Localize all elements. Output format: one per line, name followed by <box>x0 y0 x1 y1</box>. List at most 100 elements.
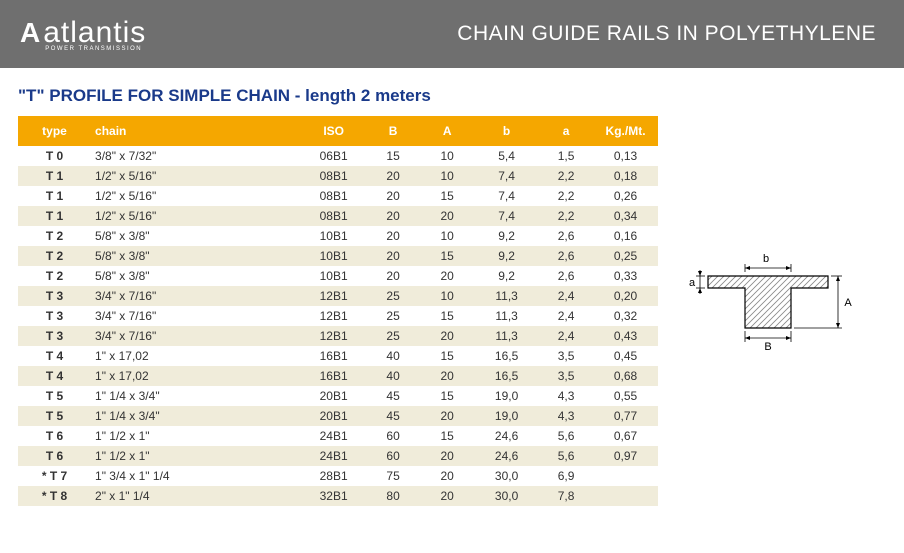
table-cell: 28B1 <box>301 466 366 486</box>
table-cell: 0,18 <box>593 166 658 186</box>
table-cell: 3/8" x 7/32" <box>85 146 301 166</box>
table-cell: T 6 <box>18 446 85 466</box>
table-cell: 3/4" x 7/16" <box>85 286 301 306</box>
table-cell: 1,5 <box>539 146 593 166</box>
table-cell: 7,4 <box>474 206 539 226</box>
table-cell: 60 <box>366 446 420 466</box>
table-cell <box>593 486 658 506</box>
table-cell: 20 <box>366 186 420 206</box>
table-cell: 08B1 <box>301 206 366 226</box>
table-header-cell: chain <box>85 116 301 146</box>
table-cell: 30,0 <box>474 466 539 486</box>
table-cell: 4,3 <box>539 386 593 406</box>
table-cell: 25 <box>366 306 420 326</box>
table-cell: 20 <box>420 266 474 286</box>
table-row: T 33/4" x 7/16"12B1251511,32,40,32 <box>18 306 658 326</box>
table-cell: 11,3 <box>474 286 539 306</box>
logo-mark-icon: A <box>20 17 39 49</box>
logo: A atlantis POWER TRANSMISSION <box>20 17 146 52</box>
table-cell: 19,0 <box>474 386 539 406</box>
table-cell: 0,97 <box>593 446 658 466</box>
table-cell: 16,5 <box>474 346 539 366</box>
header-title: CHAIN GUIDE RAILS IN POLYETHYLENE <box>457 22 876 46</box>
table-cell: 45 <box>366 406 420 426</box>
table-cell: 0,32 <box>593 306 658 326</box>
table-cell: 16,5 <box>474 366 539 386</box>
table-cell: 15 <box>420 306 474 326</box>
table-header-cell: ISO <box>301 116 366 146</box>
table-cell: T 0 <box>18 146 85 166</box>
table-cell: 24B1 <box>301 426 366 446</box>
table-cell: 45 <box>366 386 420 406</box>
table-cell: 0,13 <box>593 146 658 166</box>
table-cell: T 3 <box>18 306 85 326</box>
t-profile-icon: b a A B <box>688 246 858 356</box>
table-cell: 24B1 <box>301 446 366 466</box>
table-cell: T 4 <box>18 346 85 366</box>
table-row: T 51" 1/4 x 3/4"20B1452019,04,30,77 <box>18 406 658 426</box>
table-row: T 11/2" x 5/16"08B120107,42,20,18 <box>18 166 658 186</box>
table-cell: 10B1 <box>301 266 366 286</box>
table-section: "T" PROFILE FOR SIMPLE CHAIN - length 2 … <box>18 86 658 506</box>
table-cell: T 6 <box>18 426 85 446</box>
table-cell: 1" 1/4 x 3/4" <box>85 386 301 406</box>
table-cell: 10B1 <box>301 226 366 246</box>
table-cell: 2,4 <box>539 306 593 326</box>
table-cell: T 5 <box>18 386 85 406</box>
table-cell: 20 <box>366 206 420 226</box>
table-header-cell: a <box>539 116 593 146</box>
table-cell: 7,8 <box>539 486 593 506</box>
table-cell: 3/4" x 7/16" <box>85 326 301 346</box>
table-header: typechainISOBAbaKg./Mt. <box>18 116 658 146</box>
table-cell: 3,5 <box>539 366 593 386</box>
table-row: T 61" 1/2 x 1"24B1602024,65,60,97 <box>18 446 658 466</box>
table-cell: T 1 <box>18 166 85 186</box>
table-cell: 16B1 <box>301 366 366 386</box>
table-row: T 11/2" x 5/16"08B120207,42,20,34 <box>18 206 658 226</box>
table-cell: 2,6 <box>539 246 593 266</box>
table-cell: 2,2 <box>539 206 593 226</box>
table-cell: 9,2 <box>474 246 539 266</box>
table-row: T 4 1" x 17,0216B1402016,53,50,68 <box>18 366 658 386</box>
table-cell: 5/8" x 3/8" <box>85 266 301 286</box>
table-cell: T 4 <box>18 366 85 386</box>
content-area: "T" PROFILE FOR SIMPLE CHAIN - length 2 … <box>0 68 904 506</box>
table-cell: 20 <box>420 446 474 466</box>
table-cell: 12B1 <box>301 286 366 306</box>
table-cell: 20 <box>420 466 474 486</box>
table-row: T 25/8" x 3/8"10B120209,22,60,33 <box>18 266 658 286</box>
table-cell: 10 <box>420 226 474 246</box>
table-cell: 19,0 <box>474 406 539 426</box>
table-row: T 33/4" x 7/16"12B1251011,32,40,20 <box>18 286 658 306</box>
table-cell: 20 <box>366 246 420 266</box>
table-cell: 5,6 <box>539 426 593 446</box>
table-cell: 0,67 <box>593 426 658 446</box>
table-body: T 03/8" x 7/32"06B115105,41,50,13T 11/2"… <box>18 146 658 506</box>
table-cell: 2,4 <box>539 286 593 306</box>
table-cell: 20 <box>366 266 420 286</box>
dim-b-label: b <box>763 253 769 265</box>
table-cell: 2,4 <box>539 326 593 346</box>
table-cell: 1/2" x 5/16" <box>85 166 301 186</box>
table-row: T 4 1" x 17,0216B1401516,53,50,45 <box>18 346 658 366</box>
table-cell: 7,4 <box>474 166 539 186</box>
table-cell: 08B1 <box>301 166 366 186</box>
table-cell: 0,43 <box>593 326 658 346</box>
table-cell: 24,6 <box>474 446 539 466</box>
table-cell: 10 <box>420 166 474 186</box>
profile-diagram: b a A B <box>688 246 858 506</box>
table-cell: 5/8" x 3/8" <box>85 226 301 246</box>
table-header-cell: b <box>474 116 539 146</box>
table-header-cell: type <box>18 116 85 146</box>
table-cell: 2,2 <box>539 186 593 206</box>
profile-table: typechainISOBAbaKg./Mt. T 03/8" x 7/32"0… <box>18 116 658 506</box>
table-cell: 20 <box>420 486 474 506</box>
table-cell: 3/4" x 7/16" <box>85 306 301 326</box>
table-cell: 40 <box>366 366 420 386</box>
table-cell: 2" x 1" 1/4 <box>85 486 301 506</box>
dim-B-label: B <box>764 341 771 353</box>
table-cell: 32B1 <box>301 486 366 506</box>
table-cell: 20 <box>366 166 420 186</box>
table-cell: 11,3 <box>474 326 539 346</box>
table-cell: 5/8" x 3/8" <box>85 246 301 266</box>
